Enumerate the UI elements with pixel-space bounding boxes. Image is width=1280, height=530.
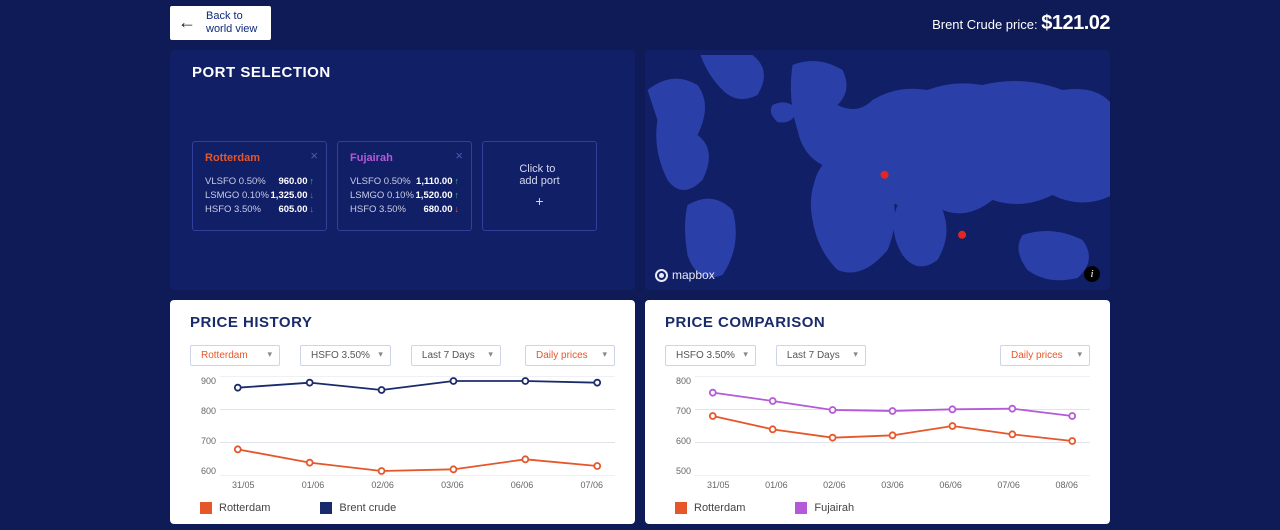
price-comparison-panel: PRICE COMPARISON HSFO 3.50% Last 7 Days … [645,300,1110,524]
arrow-down-icon: ↓ [455,204,460,214]
legend-item: Brent crude [320,502,396,514]
add-port-button[interactable]: Click toadd port + [482,141,597,231]
port-selection-panel: PORT SELECTION ×RotterdamVLSFO 0.50%960.… [170,50,635,290]
arrow-up-icon: ↑ [310,176,315,186]
back-label: Back to world view [206,10,257,36]
port-name: Fujairah [350,152,459,164]
arrow-left-icon: ← [178,12,196,34]
history-freq-dropdown[interactable]: Daily prices [525,345,615,366]
plus-icon: + [535,193,543,209]
fuel-row: HSFO 3.50%605.00↓ [205,204,314,215]
comparison-range-dropdown[interactable]: Last 7 Days [776,345,866,366]
fuel-row: VLSFO 0.50%960.00↑ [205,176,314,187]
port-card[interactable]: ×Rotterdam VLSFO 0.50%960.00↑ LSMGO 0.10%1… [192,141,327,231]
arrow-up-icon: ↑ [455,190,460,200]
mapbox-icon [655,269,668,282]
map-marker[interactable] [881,171,889,179]
mapbox-attribution: mapbox [655,268,715,282]
legend-item: Rotterdam [200,502,270,514]
price-comparison-chart: 800700600500 [695,376,1090,476]
price-comparison-title: PRICE COMPARISON [665,314,1090,331]
history-range-dropdown[interactable]: Last 7 Days [411,345,501,366]
close-icon[interactable]: × [310,148,318,163]
history-port-dropdown[interactable]: Rotterdam [190,345,280,366]
arrow-up-icon: ↑ [455,176,460,186]
back-button[interactable]: ← Back to world view [170,6,271,40]
fuel-row: LSMGO 0.10%1,325.00↓ [205,190,314,201]
fuel-row: LSMGO 0.10%1,520.00↑ [350,190,459,201]
comparison-freq-dropdown[interactable]: Daily prices [1000,345,1090,366]
arrow-down-icon: ↓ [310,190,315,200]
port-selection-title: PORT SELECTION [192,64,613,81]
map-panel[interactable]: mapbox i [645,50,1110,290]
price-history-panel: PRICE HISTORY Rotterdam HSFO 3.50% Last … [170,300,635,524]
fuel-row: HSFO 3.50%680.00↓ [350,204,459,215]
price-history-title: PRICE HISTORY [190,314,615,331]
arrow-down-icon: ↓ [310,204,315,214]
fuel-row: VLSFO 0.50%1,110.00↑ [350,176,459,187]
brent-price-display: Brent Crude price: $121.02 [932,12,1110,35]
add-port-label: Click toadd port [519,163,559,187]
port-card[interactable]: ×Fujairah VLSFO 0.50%1,110.00↑ LSMGO 0.10%… [337,141,472,231]
legend-item: Fujairah [795,502,854,514]
comparison-fuel-dropdown[interactable]: HSFO 3.50% [665,345,756,366]
map-marker[interactable] [958,231,966,239]
price-history-chart: 900800700600 [220,376,615,476]
history-fuel-dropdown[interactable]: HSFO 3.50% [300,345,391,366]
legend-item: Rotterdam [675,502,745,514]
close-icon[interactable]: × [455,148,463,163]
world-map[interactable] [645,50,1110,290]
port-name: Rotterdam [205,152,314,164]
